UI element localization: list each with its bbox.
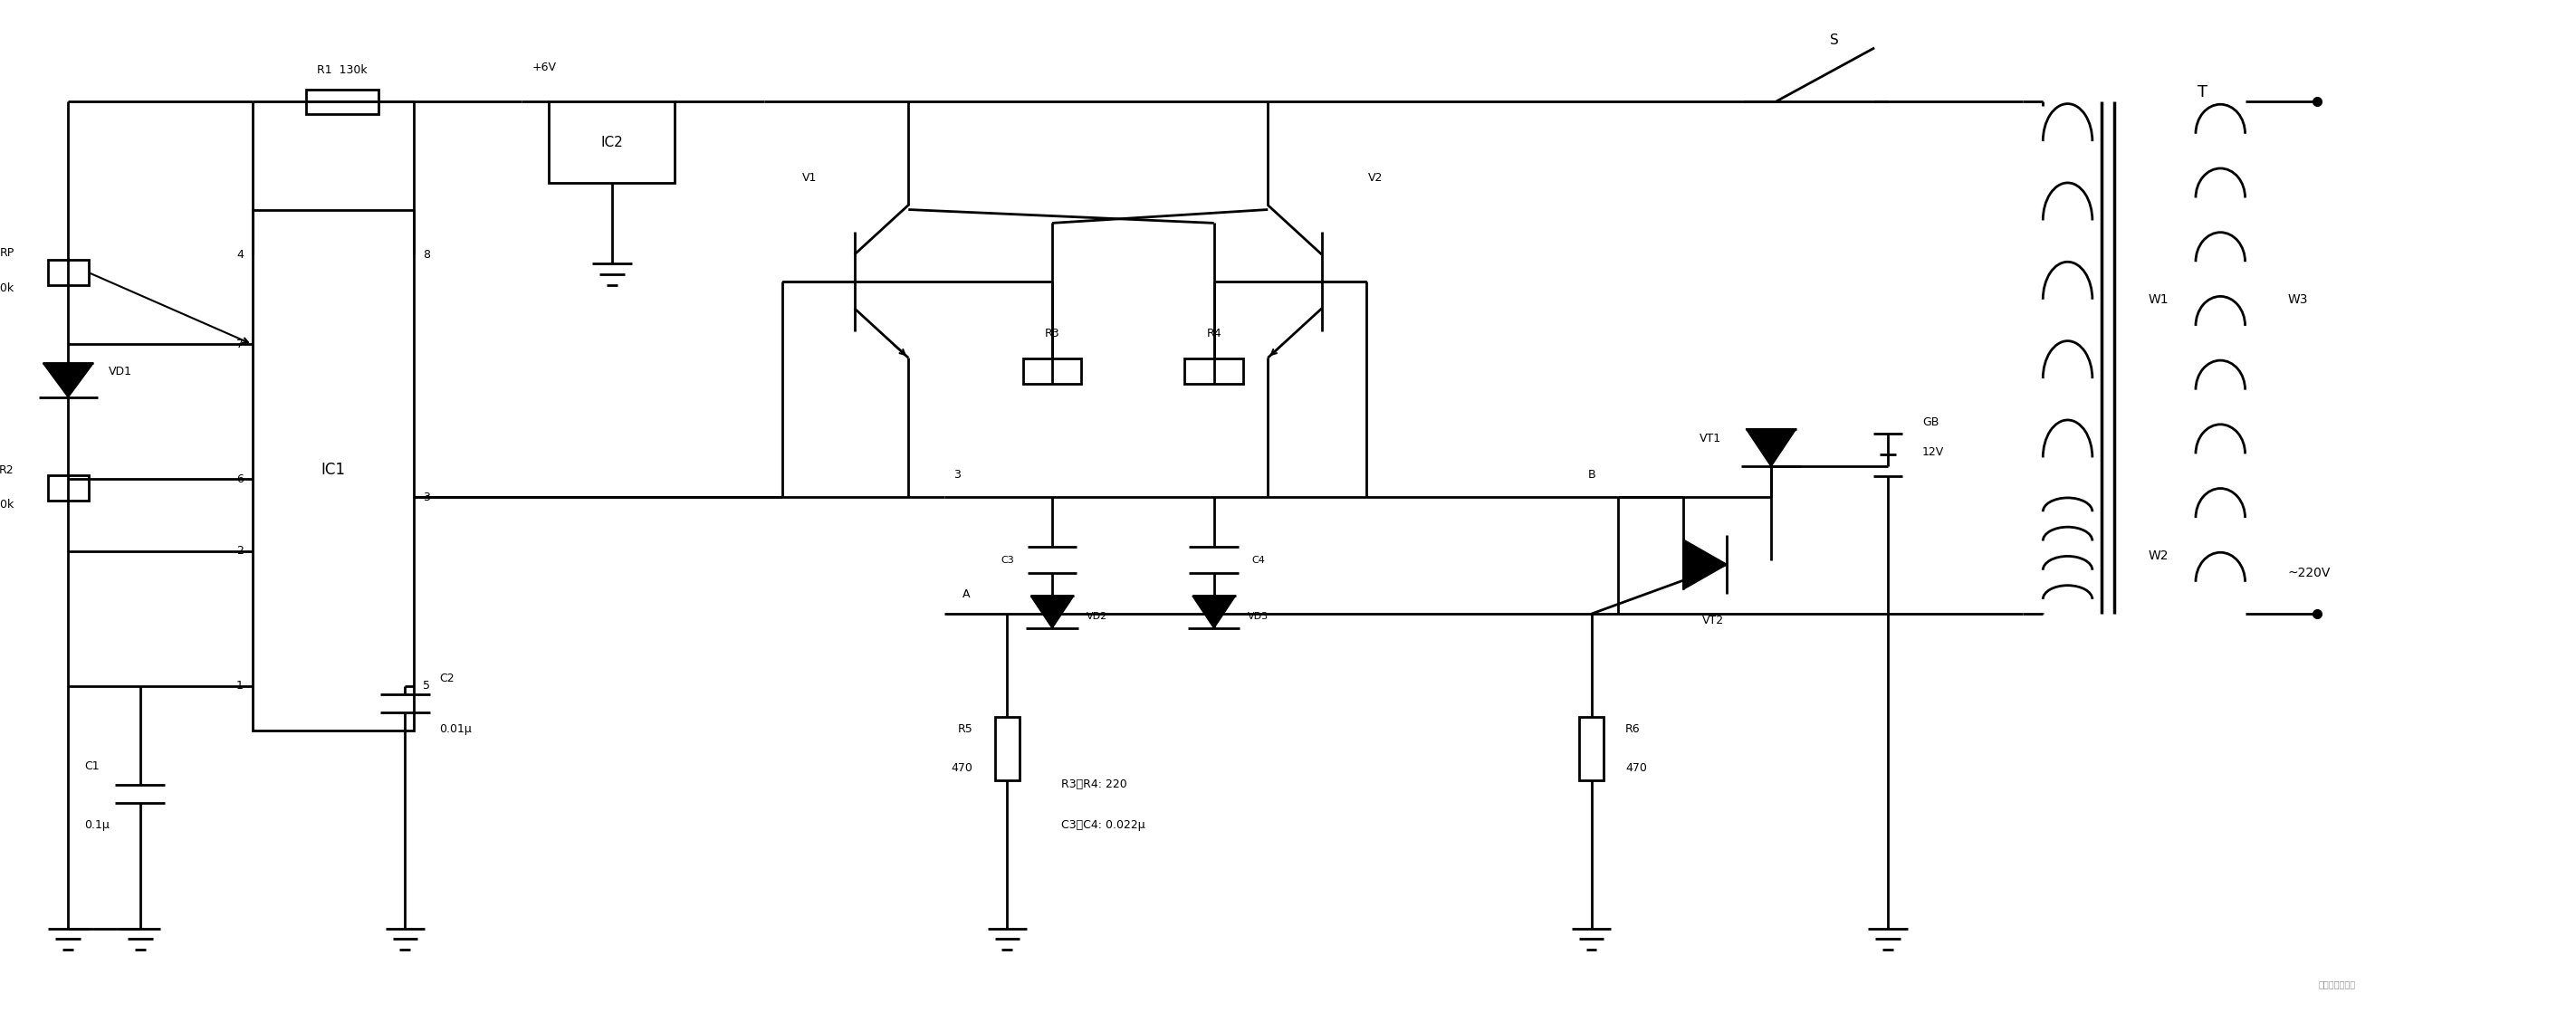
Bar (549, 102, 675, 183)
Text: C4: C4 (1252, 555, 1265, 564)
Text: VD3: VD3 (1249, 612, 1270, 621)
Text: 2: 2 (237, 545, 242, 557)
Text: B: B (1587, 469, 1597, 480)
Bar (994, 717, 1020, 780)
Text: W3: W3 (2287, 293, 2308, 306)
Text: R2: R2 (0, 464, 15, 476)
Text: C1: C1 (85, 760, 100, 773)
Text: GB: GB (1922, 417, 1940, 428)
Text: 12V: 12V (1922, 447, 1945, 458)
Text: R5: R5 (958, 723, 974, 735)
Text: VT2: VT2 (1703, 614, 1723, 626)
Text: 50k: 50k (0, 499, 15, 510)
Text: 1: 1 (237, 680, 242, 692)
Polygon shape (1030, 596, 1074, 629)
Polygon shape (44, 363, 93, 398)
Text: 0.01μ: 0.01μ (440, 723, 471, 735)
Text: +6V: +6V (533, 61, 556, 74)
Text: 7: 7 (237, 338, 242, 351)
Text: 3: 3 (422, 492, 430, 503)
Text: A: A (963, 589, 971, 600)
Text: VT1: VT1 (1700, 432, 1721, 445)
Text: VD1: VD1 (108, 366, 131, 377)
Text: W1: W1 (2148, 293, 2169, 306)
Text: V1: V1 (801, 173, 817, 184)
Bar (1185, 359, 1244, 384)
Text: S: S (1829, 34, 1839, 47)
Text: IC2: IC2 (600, 135, 623, 149)
Text: W2: W2 (2148, 549, 2169, 562)
Text: C2: C2 (440, 672, 453, 685)
Bar (1579, 717, 1605, 780)
Text: C3: C3 (1002, 555, 1015, 564)
Bar (1023, 359, 1082, 384)
Text: 3: 3 (953, 469, 961, 480)
Polygon shape (1193, 596, 1236, 629)
Text: 维库电子市场网: 维库电子市场网 (2318, 979, 2357, 988)
Polygon shape (1682, 540, 1726, 590)
Text: 20k: 20k (0, 283, 15, 294)
Text: R3: R3 (1046, 328, 1059, 339)
Text: 470: 470 (951, 762, 974, 775)
Text: RP: RP (0, 247, 15, 259)
Text: R3、R4: 220: R3、R4: 220 (1061, 779, 1128, 790)
Text: R6: R6 (1625, 723, 1641, 735)
Text: VD2: VD2 (1087, 612, 1108, 621)
Text: V2: V2 (1368, 173, 1383, 184)
Text: 8: 8 (422, 248, 430, 261)
Text: 470: 470 (1625, 762, 1646, 775)
Text: 4: 4 (237, 248, 242, 261)
Text: ~220V: ~220V (2287, 567, 2331, 579)
Text: IC1: IC1 (322, 462, 345, 478)
Text: C3、C4: 0.022μ: C3、C4: 0.022μ (1061, 819, 1144, 831)
Text: T: T (2197, 85, 2208, 101)
Text: 6: 6 (237, 473, 242, 485)
Text: R1  130k: R1 130k (317, 64, 368, 77)
Bar (49, 260, 88, 285)
Bar (252, 210, 415, 731)
Text: R4: R4 (1206, 328, 1221, 339)
Text: 0.1μ: 0.1μ (85, 819, 108, 831)
Polygon shape (1747, 429, 1795, 466)
Bar (49, 475, 88, 501)
Text: 5: 5 (422, 680, 430, 692)
Bar (307, 89, 379, 114)
